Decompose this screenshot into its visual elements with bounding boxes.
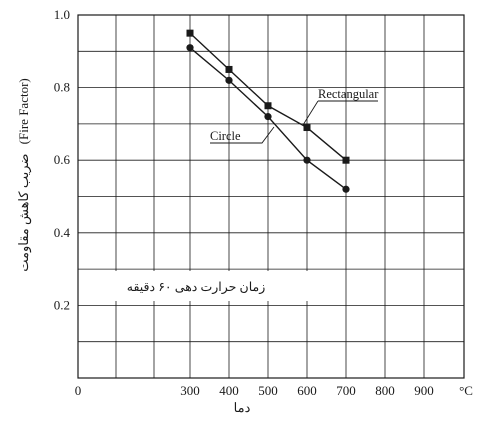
- x-tick-label: 600: [297, 383, 317, 398]
- y-axis-title-fa: ضریب کاهش مقاومت: [16, 154, 32, 272]
- circle-leader: [210, 126, 275, 144]
- y-axis-title-en: (Fire Factor): [16, 78, 31, 144]
- x-tick-label: 800: [375, 383, 395, 398]
- series-rectangular: [186, 29, 350, 164]
- grid: [78, 15, 464, 378]
- data-point-circle: [186, 44, 194, 52]
- data-point-rectangular: [303, 124, 311, 132]
- y-tick-label: 0.2: [54, 297, 70, 312]
- y-axis-title: ضریب کاهش مقاومت (Fire Factor): [16, 78, 32, 272]
- x-tick-label: 900: [414, 383, 434, 398]
- x-tick-label: 400: [219, 383, 239, 398]
- data-point-circle: [225, 76, 233, 84]
- note-box: [80, 271, 312, 301]
- x-axis-unit: °C: [459, 383, 473, 398]
- y-tick-label: 1.0: [54, 7, 70, 22]
- x-axis-title: دما: [234, 400, 251, 415]
- data-point-circle: [264, 113, 272, 121]
- y-tick-label: 0.6: [54, 152, 71, 167]
- y-tick-label: 0.4: [54, 225, 71, 240]
- circle-label: Circle: [210, 129, 241, 143]
- x-tick-label: 500: [258, 383, 278, 398]
- data-point-circle: [303, 156, 311, 164]
- y-tick-label: 0.8: [54, 80, 70, 95]
- heating-time-note: زمان حرارت دهی ۶۰ دقیقه: [127, 280, 265, 295]
- rectangular-label: Rectangular: [318, 87, 379, 101]
- x-tick-label: 300: [180, 383, 200, 398]
- series-circle: [186, 44, 350, 193]
- svg-text:ضریب کاهش مقاومت (Fire F: ضریب کاهش مقاومت (Fire Factor): [16, 78, 32, 272]
- x-tick-label: 0: [75, 383, 82, 398]
- data-point-rectangular: [225, 65, 233, 73]
- series-layer: [186, 29, 350, 193]
- data-point-circle: [342, 185, 350, 193]
- data-point-rectangular: [342, 156, 350, 164]
- data-point-rectangular: [186, 29, 194, 37]
- x-tick-label: 700: [336, 383, 356, 398]
- tick-labels: 0.2 0.4 0.6 0.8 1.0 0 300 400 500 600 700 800 900: [54, 7, 434, 398]
- rectangular-leader: [302, 100, 319, 126]
- plot-frame: [77, 14, 465, 379]
- data-point-rectangular: [264, 102, 272, 110]
